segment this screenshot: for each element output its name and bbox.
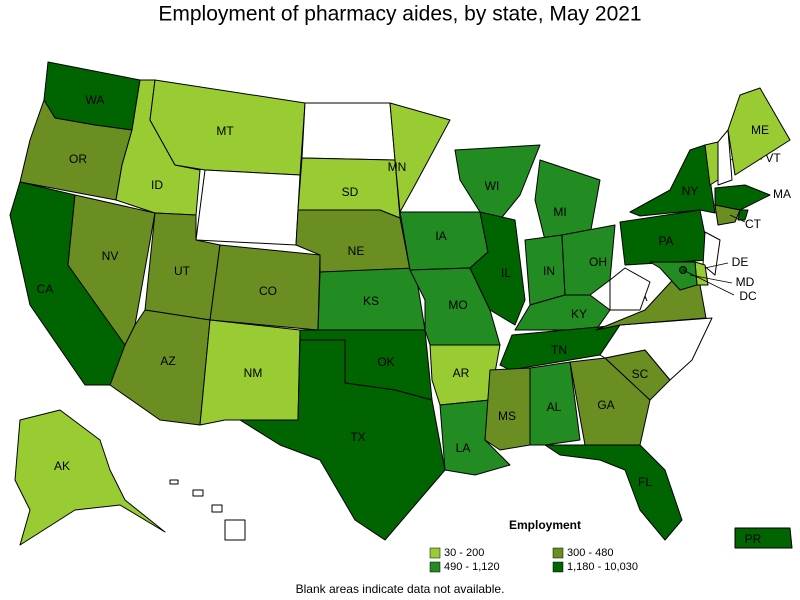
leader-line: [689, 274, 733, 284]
state-label: OH: [589, 255, 607, 269]
state-region: [534, 159, 601, 241]
state-region: [169, 479, 179, 485]
legend-swatch: [429, 561, 441, 573]
state-label: MT: [216, 124, 234, 138]
legend-label: 1,180 - 10,030: [567, 561, 638, 573]
state-region: [301, 102, 396, 161]
legend: 30 - 200 300 - 480 490 - 1,120 1,180 - 10,0…: [429, 547, 638, 573]
leader-line: [729, 214, 746, 223]
state-label: AR: [453, 366, 470, 380]
state-label: LA: [456, 441, 471, 455]
state-label: DC: [739, 289, 757, 303]
state-region: [714, 204, 741, 226]
state-region: [727, 87, 791, 176]
state-label: MS: [498, 409, 516, 423]
state-label: AL: [547, 400, 562, 414]
state-region: [469, 211, 526, 326]
legend-swatch: [552, 547, 564, 559]
state-region: [389, 102, 451, 213]
state-region: [561, 224, 616, 296]
state-label: CO: [259, 284, 277, 298]
states: WA OR CA NV ID MT UT CO AZ NM SD NE KS OK TX MN IA MO AR LA…: [9, 61, 793, 549]
state-label: MA: [773, 187, 791, 201]
state-region: [14, 409, 166, 546]
state-label: KS: [363, 294, 379, 308]
state-label: OR: [69, 152, 87, 166]
state-label: GA: [597, 398, 614, 412]
state-label: TN: [551, 343, 567, 357]
state-region: [484, 367, 531, 451]
state-label: NM: [244, 366, 263, 380]
state-label: WA: [86, 93, 105, 107]
legend-label: 300 - 480: [567, 547, 613, 559]
state-label: VT: [765, 151, 781, 165]
state-label: AK: [54, 459, 70, 473]
state-region: [717, 129, 733, 186]
state-region: [224, 519, 246, 541]
state-label: CA: [37, 282, 54, 296]
state-region: [529, 361, 581, 446]
state-region: [734, 527, 793, 549]
state-label: PA: [658, 234, 673, 248]
state-region: [211, 504, 223, 513]
leader-line: [704, 262, 729, 269]
state-label: CT: [745, 217, 762, 231]
state-label: WI: [485, 179, 500, 193]
state-label: ID: [151, 178, 163, 192]
state-label: MI: [553, 205, 566, 219]
state-label: SD: [342, 185, 359, 199]
state-region: [609, 267, 651, 311]
state-label: MD: [736, 275, 755, 289]
state-label: DE: [732, 255, 749, 269]
state-region: [195, 169, 301, 246]
note: Blank areas indicate data not available.: [296, 582, 505, 596]
state-region: [544, 444, 683, 541]
legend-title: Employment: [509, 518, 581, 532]
state-label: UT: [174, 264, 191, 278]
state-region: [192, 489, 204, 497]
state-label: IA: [435, 229, 446, 243]
state-label: NE: [348, 244, 365, 258]
map-title: Employment of pharmacy aides, by state, …: [158, 3, 641, 26]
state-region: [737, 209, 749, 221]
state-label: NV: [102, 249, 119, 263]
state-label: NY: [682, 184, 699, 198]
legend-swatch: [552, 561, 564, 573]
state-label: TX: [350, 430, 365, 444]
legend-label: 30 - 200: [444, 547, 484, 559]
state-region: [239, 339, 446, 541]
state-region: [629, 144, 716, 217]
state-label: FL: [638, 475, 652, 489]
state-label: ME: [751, 123, 769, 137]
state-label: OK: [377, 355, 394, 369]
state-region: [714, 184, 771, 211]
state-label: AZ: [160, 354, 175, 368]
state-region: [569, 357, 651, 446]
leader-line: [682, 269, 735, 296]
state-region: [702, 231, 721, 276]
state-label: MO: [448, 298, 467, 312]
legend-label: 490 - 1,120: [444, 561, 500, 573]
legend-swatch: [429, 547, 441, 559]
state-label: MN: [388, 160, 407, 174]
state-label: KY: [571, 307, 587, 321]
state-label: IN: [543, 264, 555, 278]
state-label: SC: [632, 367, 649, 381]
state-label: IL: [501, 266, 511, 280]
state-label: PR: [745, 532, 762, 546]
